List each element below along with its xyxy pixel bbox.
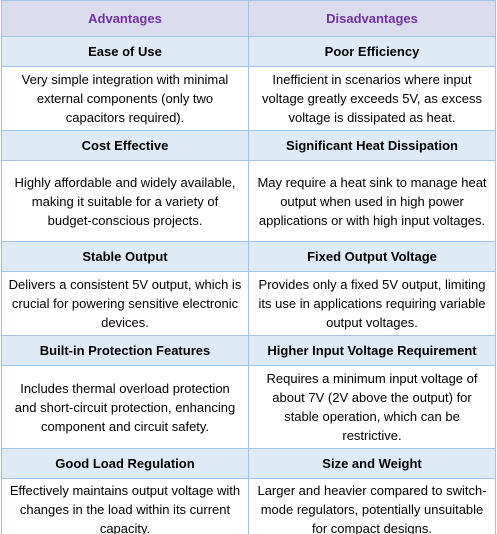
header-cell: Disadvantages [248, 0, 496, 37]
description-cell: Provides only a fixed 5V output, limitin… [248, 271, 496, 336]
title-cell: Fixed Output Voltage [248, 241, 496, 272]
title-cell: Built-in Protection Features [1, 335, 249, 366]
description-cell: Very simple integration with minimal ext… [1, 66, 249, 131]
description-cell: Highly affordable and widely available, … [1, 160, 249, 242]
description-cell: Delivers a consistent 5V output, which i… [1, 271, 249, 336]
description-cell: May require a heat sink to manage heat o… [248, 160, 496, 242]
description-row: Highly affordable and widely available, … [1, 160, 496, 242]
description-cell: Requires a minimum input voltage of abou… [248, 365, 496, 449]
description-cell: Includes thermal overload protection and… [1, 365, 249, 449]
title-cell: Significant Heat Dissipation [248, 130, 496, 161]
header-row: Advantages Disadvantages [1, 0, 496, 37]
title-cell: Poor Efficiency [248, 36, 496, 67]
title-cell: Good Load Regulation [1, 448, 249, 479]
title-cell: Stable Output [1, 241, 249, 272]
description-cell: Inefficient in scenarios where input vol… [248, 66, 496, 131]
description-row: Very simple integration with minimal ext… [1, 66, 496, 131]
title-cell: Size and Weight [248, 448, 496, 479]
title-row: Cost Effective Significant Heat Dissipati… [1, 130, 496, 161]
description-row: Effectively maintains output voltage wit… [1, 478, 496, 534]
title-row: Stable Output Fixed Output Voltage [1, 241, 496, 272]
title-cell: Higher Input Voltage Requirement [248, 335, 496, 366]
description-cell: Effectively maintains output voltage wit… [1, 478, 249, 534]
title-row: Good Load Regulation Size and Weight [1, 448, 496, 479]
title-row: Built-in Protection Features Higher Input… [1, 335, 496, 366]
title-cell: Cost Effective [1, 130, 249, 161]
description-cell: Larger and heavier compared to switch-mo… [248, 478, 496, 534]
header-cell: Advantages [1, 0, 249, 37]
description-row: Includes thermal overload protection and… [1, 365, 496, 449]
title-cell: Ease of Use [1, 36, 249, 67]
description-row: Delivers a consistent 5V output, which i… [1, 271, 496, 336]
title-row: Ease of Use Poor Efficiency [1, 36, 496, 67]
